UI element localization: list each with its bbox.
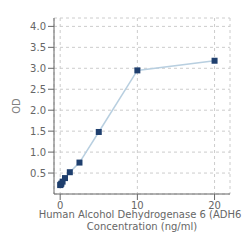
svg-text:4.0: 4.0 <box>30 21 46 32</box>
svg-text:2.5: 2.5 <box>30 84 46 95</box>
svg-text:1.0: 1.0 <box>30 147 46 158</box>
svg-text:20: 20 <box>208 200 221 211</box>
svg-text:2.0: 2.0 <box>30 105 46 116</box>
svg-text:OD: OD <box>11 98 22 114</box>
svg-text:Human Alcohol Dehydrogenase 6: Human Alcohol Dehydrogenase 6 (ADH6)Conc… <box>39 209 242 232</box>
svg-text:0.5: 0.5 <box>30 168 46 179</box>
svg-text:3.0: 3.0 <box>30 63 46 74</box>
svg-text:0: 0 <box>57 200 63 211</box>
svg-text:10: 10 <box>131 200 144 211</box>
svg-text:1.5: 1.5 <box>30 126 46 137</box>
svg-text:3.5: 3.5 <box>30 42 46 53</box>
